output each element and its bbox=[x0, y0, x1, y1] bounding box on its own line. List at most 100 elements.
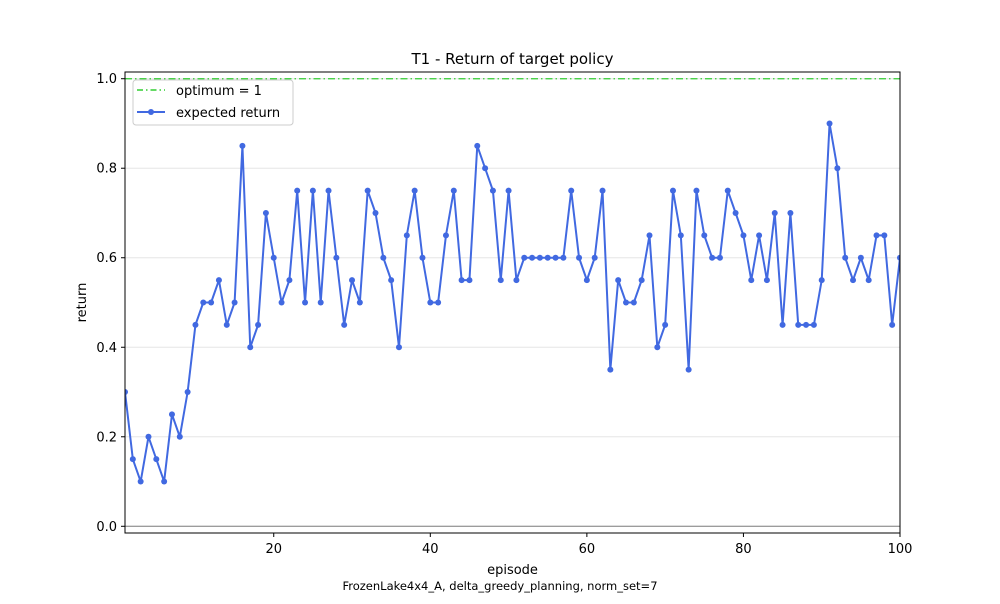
data-point bbox=[192, 321, 199, 328]
chart-title: T1 - Return of target policy bbox=[411, 50, 614, 68]
data-point bbox=[818, 277, 825, 284]
data-point bbox=[630, 299, 637, 306]
data-point bbox=[215, 277, 222, 284]
data-point bbox=[803, 321, 810, 328]
y-tick-label: 0.8 bbox=[96, 162, 117, 177]
data-point bbox=[497, 277, 504, 284]
data-point bbox=[153, 456, 160, 463]
x-tick-label: 80 bbox=[735, 542, 752, 557]
data-point bbox=[685, 366, 692, 373]
data-point bbox=[435, 299, 442, 306]
data-point bbox=[756, 232, 763, 239]
data-point bbox=[576, 254, 583, 261]
data-point bbox=[795, 321, 802, 328]
data-point bbox=[168, 411, 175, 418]
data-point bbox=[544, 254, 551, 261]
data-point bbox=[125, 389, 128, 396]
data-point bbox=[161, 478, 168, 485]
data-point bbox=[591, 254, 598, 261]
y-tick-label: 0.4 bbox=[96, 341, 117, 356]
x-axis: 20 40 60 80 100 bbox=[265, 533, 912, 557]
data-point bbox=[395, 344, 402, 351]
data-point bbox=[239, 142, 246, 149]
data-point bbox=[294, 187, 301, 194]
legend-series-marker bbox=[148, 109, 154, 115]
data-point bbox=[740, 232, 747, 239]
data-point bbox=[474, 142, 481, 149]
data-point bbox=[458, 277, 465, 284]
data-point bbox=[388, 277, 395, 284]
data-point bbox=[669, 187, 676, 194]
data-point bbox=[560, 254, 567, 261]
data-point bbox=[787, 209, 794, 216]
data-point bbox=[341, 321, 348, 328]
data-point bbox=[223, 321, 230, 328]
legend-box bbox=[132, 79, 294, 126]
data-point bbox=[286, 277, 293, 284]
data-point bbox=[302, 299, 309, 306]
legend-optimum-label: optimum = 1 bbox=[176, 84, 262, 99]
data-point bbox=[372, 209, 379, 216]
data-point bbox=[380, 254, 387, 261]
plot-background bbox=[125, 72, 900, 533]
data-point bbox=[850, 277, 857, 284]
data-point bbox=[897, 254, 900, 261]
chart-caption: FrozenLake4x4_A, delta_greedy_planning, … bbox=[342, 579, 657, 593]
data-point bbox=[208, 299, 215, 306]
data-point bbox=[482, 165, 489, 172]
data-point bbox=[615, 277, 622, 284]
data-point bbox=[810, 321, 817, 328]
legend-series-label: expected return bbox=[176, 106, 280, 121]
data-point bbox=[255, 321, 262, 328]
data-point bbox=[505, 187, 512, 194]
data-point bbox=[411, 187, 418, 194]
y-tick-label: 0.2 bbox=[96, 430, 117, 445]
x-axis-label: episode bbox=[487, 563, 538, 578]
data-point bbox=[677, 232, 684, 239]
data-point bbox=[763, 277, 770, 284]
data-point bbox=[873, 232, 880, 239]
data-point bbox=[771, 209, 778, 216]
data-point bbox=[716, 254, 723, 261]
data-point bbox=[325, 187, 332, 194]
data-point bbox=[583, 277, 590, 284]
data-point bbox=[145, 433, 152, 440]
data-point bbox=[881, 232, 888, 239]
x-tick-label: 100 bbox=[888, 542, 913, 557]
data-point bbox=[403, 232, 410, 239]
y-axis: 0.0 0.2 0.4 0.6 0.8 1.0 bbox=[96, 72, 125, 535]
data-point bbox=[857, 254, 864, 261]
data-point bbox=[693, 187, 700, 194]
plot-frame bbox=[124, 71, 901, 534]
data-point bbox=[536, 254, 543, 261]
data-point bbox=[176, 433, 183, 440]
series-layer bbox=[125, 120, 900, 485]
data-point bbox=[442, 232, 449, 239]
data-point bbox=[709, 254, 716, 261]
data-point bbox=[889, 321, 896, 328]
data-point bbox=[646, 232, 653, 239]
data-point bbox=[724, 187, 731, 194]
data-point bbox=[349, 277, 356, 284]
data-point bbox=[333, 254, 340, 261]
data-point bbox=[231, 299, 238, 306]
data-point bbox=[278, 299, 285, 306]
data-point bbox=[865, 277, 872, 284]
data-point bbox=[623, 299, 630, 306]
y-axis-label: return bbox=[75, 283, 90, 323]
data-point bbox=[662, 321, 669, 328]
data-point bbox=[826, 120, 833, 127]
data-point bbox=[317, 299, 324, 306]
data-point bbox=[552, 254, 559, 261]
data-point bbox=[270, 254, 277, 261]
series-line bbox=[125, 122, 900, 483]
y-tick-label: 0.6 bbox=[96, 251, 117, 266]
data-point bbox=[129, 456, 136, 463]
data-point bbox=[701, 232, 708, 239]
x-tick-label: 20 bbox=[265, 542, 282, 557]
data-point bbox=[200, 299, 207, 306]
data-point bbox=[262, 209, 269, 216]
data-point bbox=[779, 321, 786, 328]
